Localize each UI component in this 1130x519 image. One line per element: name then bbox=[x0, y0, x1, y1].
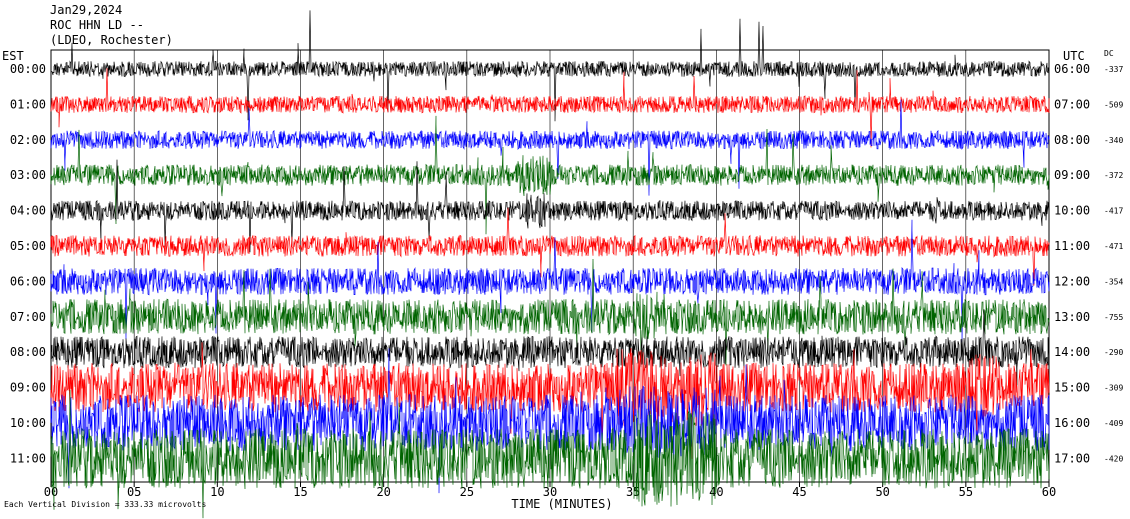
utc-label: UTC bbox=[1063, 49, 1085, 63]
utc-hour-label: 16:00 bbox=[1054, 416, 1090, 430]
date-label: Jan29,2024 bbox=[50, 3, 123, 17]
x-tick-label: 25 bbox=[460, 485, 474, 499]
utc-hour-label: 12:00 bbox=[1054, 274, 1090, 288]
dc-label: DC bbox=[1104, 49, 1114, 58]
utc-hour-label: 10:00 bbox=[1054, 204, 1090, 218]
x-tick-label: 55 bbox=[959, 485, 973, 499]
trace-line bbox=[50, 10, 1050, 122]
dc-offset-label: -340 bbox=[1104, 136, 1123, 145]
dc-offset-label: -354 bbox=[1104, 277, 1123, 286]
trace-line bbox=[50, 219, 1050, 343]
utc-hour-label: 06:00 bbox=[1054, 62, 1090, 76]
trace-line bbox=[50, 309, 1050, 386]
dc-offset-label: -755 bbox=[1104, 313, 1123, 322]
utc-hour-label: 07:00 bbox=[1054, 97, 1090, 111]
x-tick-label: 10 bbox=[210, 485, 224, 499]
est-hour-label: 00:00 bbox=[10, 62, 46, 76]
est-hour-label: 04:00 bbox=[10, 204, 46, 218]
x-tick-label: 45 bbox=[792, 485, 806, 499]
dc-offset-label: -309 bbox=[1104, 384, 1123, 393]
utc-hour-label: 14:00 bbox=[1054, 345, 1090, 359]
location-label: (LDEO, Rochester) bbox=[50, 33, 173, 47]
dc-offset-label: -471 bbox=[1104, 242, 1123, 251]
est-hour-label: 08:00 bbox=[10, 345, 46, 359]
x-axis-title: TIME (MINUTES) bbox=[511, 497, 612, 511]
trace-line bbox=[50, 348, 1050, 494]
x-tick-label: 60 bbox=[1042, 485, 1056, 499]
est-hour-label: 02:00 bbox=[10, 133, 46, 147]
est-hour-label: 07:00 bbox=[10, 310, 46, 324]
dc-offset-label: -409 bbox=[1104, 419, 1123, 428]
dc-offset-label: -509 bbox=[1104, 100, 1123, 109]
trace-line bbox=[50, 68, 1050, 148]
dc-offset-label: -420 bbox=[1104, 454, 1123, 463]
trace-line bbox=[50, 389, 1050, 519]
x-tick-label: 15 bbox=[293, 485, 307, 499]
x-tick-label: 05 bbox=[127, 485, 141, 499]
utc-hour-label: 08:00 bbox=[1054, 133, 1090, 147]
dc-offset-label: -337 bbox=[1104, 65, 1123, 74]
trace-line bbox=[50, 258, 1050, 366]
trace-line bbox=[50, 115, 1050, 235]
utc-hour-label: 17:00 bbox=[1054, 451, 1090, 465]
station-label: ROC HHN LD -- bbox=[50, 18, 144, 32]
header: Jan29,2024 ROC HHN LD -- (LDEO, Rocheste… bbox=[50, 3, 173, 48]
x-tick-label: 20 bbox=[376, 485, 390, 499]
x-tick-label: 30 bbox=[543, 485, 557, 499]
trace-line bbox=[50, 159, 1050, 253]
utc-hour-label: 15:00 bbox=[1054, 381, 1090, 395]
est-label: EST bbox=[2, 49, 24, 63]
dc-offset-label: -372 bbox=[1104, 171, 1123, 180]
dc-offset-label: -290 bbox=[1104, 348, 1123, 357]
x-tick-label: 50 bbox=[875, 485, 889, 499]
est-hour-label: 06:00 bbox=[10, 274, 46, 288]
utc-hour-label: 09:00 bbox=[1054, 168, 1090, 182]
trace-line bbox=[50, 99, 1050, 196]
est-hour-label: 09:00 bbox=[10, 381, 46, 395]
est-hour-label: 11:00 bbox=[10, 451, 46, 465]
est-hour-label: 10:00 bbox=[10, 416, 46, 430]
est-hour-label: 01:00 bbox=[10, 97, 46, 111]
utc-hour-label: 11:00 bbox=[1054, 239, 1090, 253]
scale-note: Each Vertical Division = 333.33 microvol… bbox=[4, 500, 207, 509]
x-tick-label: 00 bbox=[44, 485, 58, 499]
est-hour-label: 03:00 bbox=[10, 168, 46, 182]
dc-offset-label: -417 bbox=[1104, 207, 1123, 216]
trace-line bbox=[50, 207, 1050, 286]
utc-hour-label: 13:00 bbox=[1054, 310, 1090, 324]
est-hour-label: 05:00 bbox=[10, 239, 46, 253]
